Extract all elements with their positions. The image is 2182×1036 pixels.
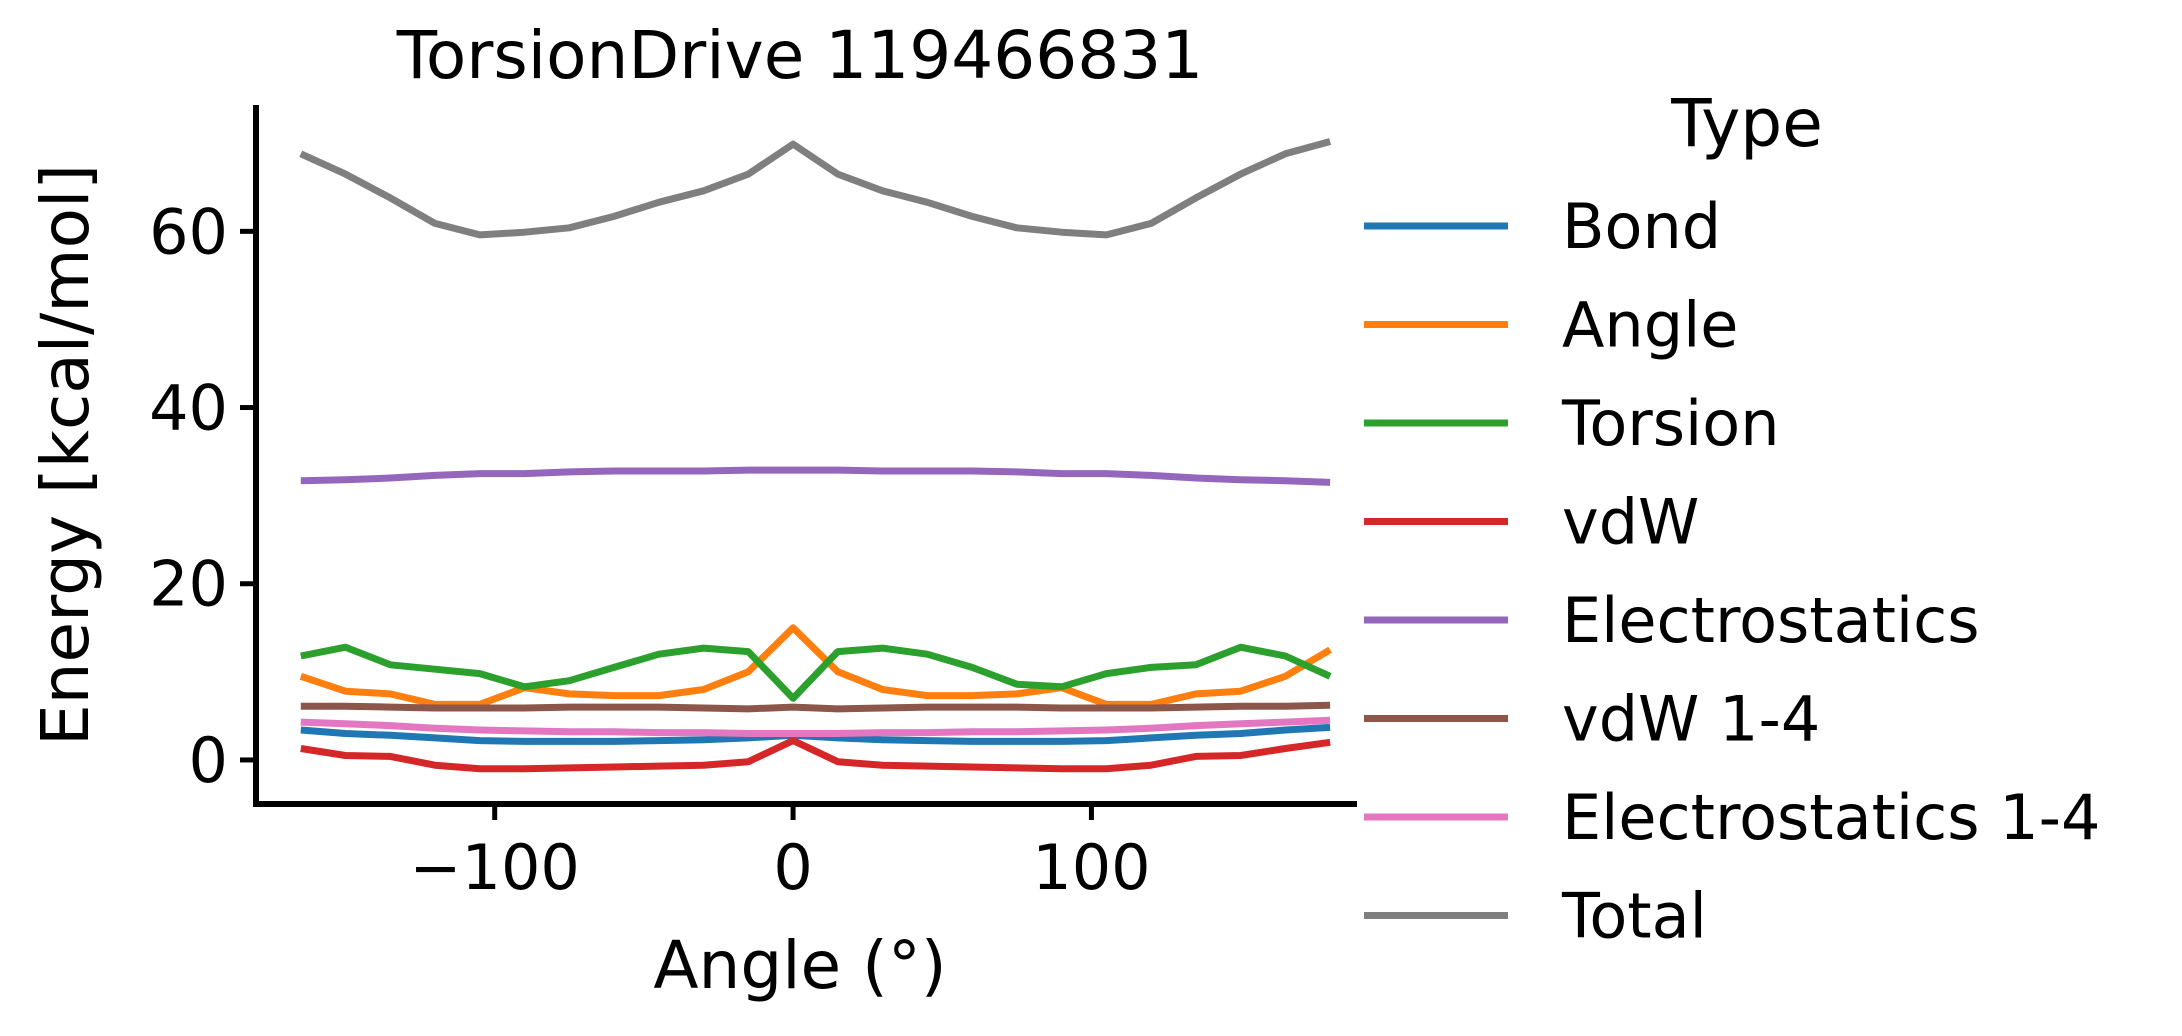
legend-label-vdw-1-4: vdW 1-4 (1562, 683, 1820, 756)
series-line-angle (299, 624, 1332, 708)
legend-items: Bond Angle Torsion vdW Electrostatics vdW 1-4… (1364, 190, 2101, 953)
x-tick-label: 100 (1032, 831, 1150, 904)
legend-label-vdw: vdW (1562, 486, 1699, 559)
y-tick-label: 40 (149, 372, 228, 445)
y-axis-ticks: 0 20 40 60 (149, 195, 256, 797)
series-line-electrostatics (300, 466, 1331, 486)
series-line-torsion (300, 643, 1332, 702)
legend: Type Bond Angle Torsion vdW Electrostatics vd… (1364, 85, 2101, 953)
y-tick-label: 20 (149, 548, 228, 621)
x-tick-label: −100 (410, 831, 580, 904)
series-line-vdw-1-4 (300, 701, 1331, 713)
chart-title: TorsionDrive 119466831 (396, 17, 1203, 94)
series-line-vdw (300, 737, 1331, 773)
legend-title: Type (1670, 85, 1823, 162)
y-axis-label: Energy [kcal/mol] (27, 164, 104, 746)
y-tick-label: 60 (149, 195, 228, 268)
legend-label-electrostatics: Electrostatics (1562, 584, 1980, 657)
legend-label-torsion: Torsion (1561, 387, 1780, 460)
legend-label-electrostatics-1-4: Electrostatics 1-4 (1562, 781, 2101, 854)
series-line-electrostatics-1-4 (300, 716, 1331, 737)
x-tick-label: 0 (773, 831, 812, 904)
legend-label-bond: Bond (1562, 190, 1721, 263)
series-line-total (299, 138, 1332, 239)
legend-label-angle: Angle (1562, 289, 1738, 362)
x-axis-label: Angle (°) (653, 927, 946, 1004)
x-axis-ticks: −100 0 100 (410, 804, 1151, 904)
y-tick-label: 0 (189, 724, 228, 797)
plot-lines (299, 138, 1332, 773)
legend-label-total: Total (1561, 880, 1707, 953)
